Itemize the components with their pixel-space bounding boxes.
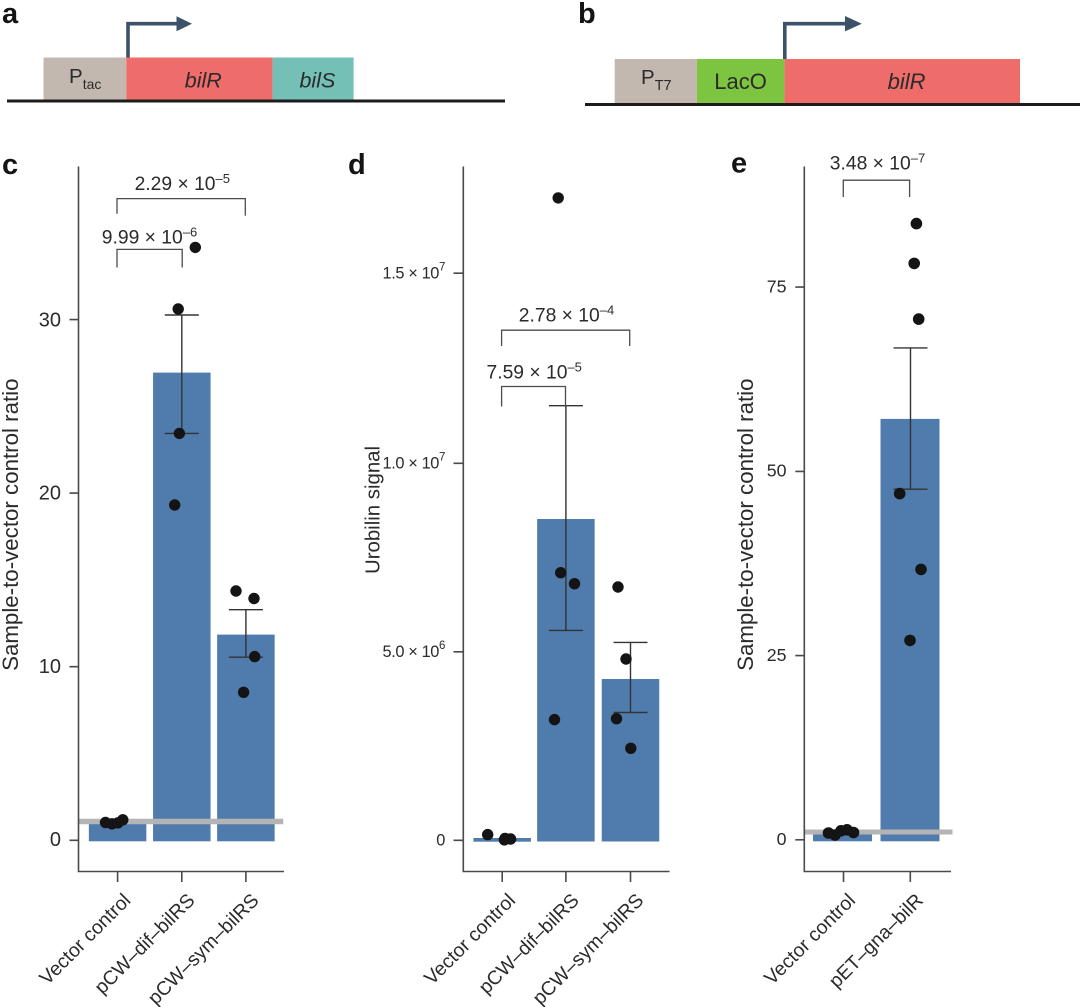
svg-text:5.0 × 106: 5.0 × 106: [383, 640, 446, 661]
svg-text:0: 0: [50, 829, 61, 851]
svg-text:20: 20: [39, 483, 61, 505]
svg-text:bilR: bilR: [888, 69, 926, 94]
svg-text:9.99 × 10–6: 9.99 × 10–6: [102, 225, 197, 249]
svg-text:a: a: [2, 0, 19, 30]
svg-text:b: b: [578, 0, 596, 30]
svg-text:2.29 × 10–5: 2.29 × 10–5: [135, 171, 230, 195]
svg-text:1.5 × 107: 1.5 × 107: [383, 262, 446, 283]
svg-text:30: 30: [39, 309, 61, 331]
svg-text:Sample-to-vector control ratio: Sample-to-vector control ratio: [733, 378, 758, 670]
svg-text:Urobilin signal: Urobilin signal: [363, 446, 385, 574]
svg-text:10: 10: [39, 656, 61, 678]
svg-text:50: 50: [767, 461, 787, 481]
svg-text:Sample-to-vector control ratio: Sample-to-vector control ratio: [0, 378, 23, 670]
svg-text:7.59 × 10–5: 7.59 × 10–5: [486, 360, 581, 384]
svg-text:2.78 × 10–4: 2.78 × 10–4: [519, 303, 614, 327]
svg-text:0: 0: [436, 832, 445, 850]
svg-text:LacO: LacO: [714, 69, 767, 94]
svg-text:c: c: [2, 149, 18, 181]
svg-text:bilR: bilR: [185, 69, 222, 93]
svg-text:3.48 × 10–7: 3.48 × 10–7: [830, 151, 925, 175]
svg-text:0: 0: [777, 829, 787, 849]
svg-text:1.0 × 107: 1.0 × 107: [383, 451, 446, 472]
svg-text:75: 75: [767, 276, 787, 296]
svg-text:e: e: [731, 148, 747, 180]
svg-text:bilS: bilS: [299, 69, 336, 93]
svg-text:25: 25: [767, 645, 787, 665]
svg-text:d: d: [348, 149, 366, 181]
